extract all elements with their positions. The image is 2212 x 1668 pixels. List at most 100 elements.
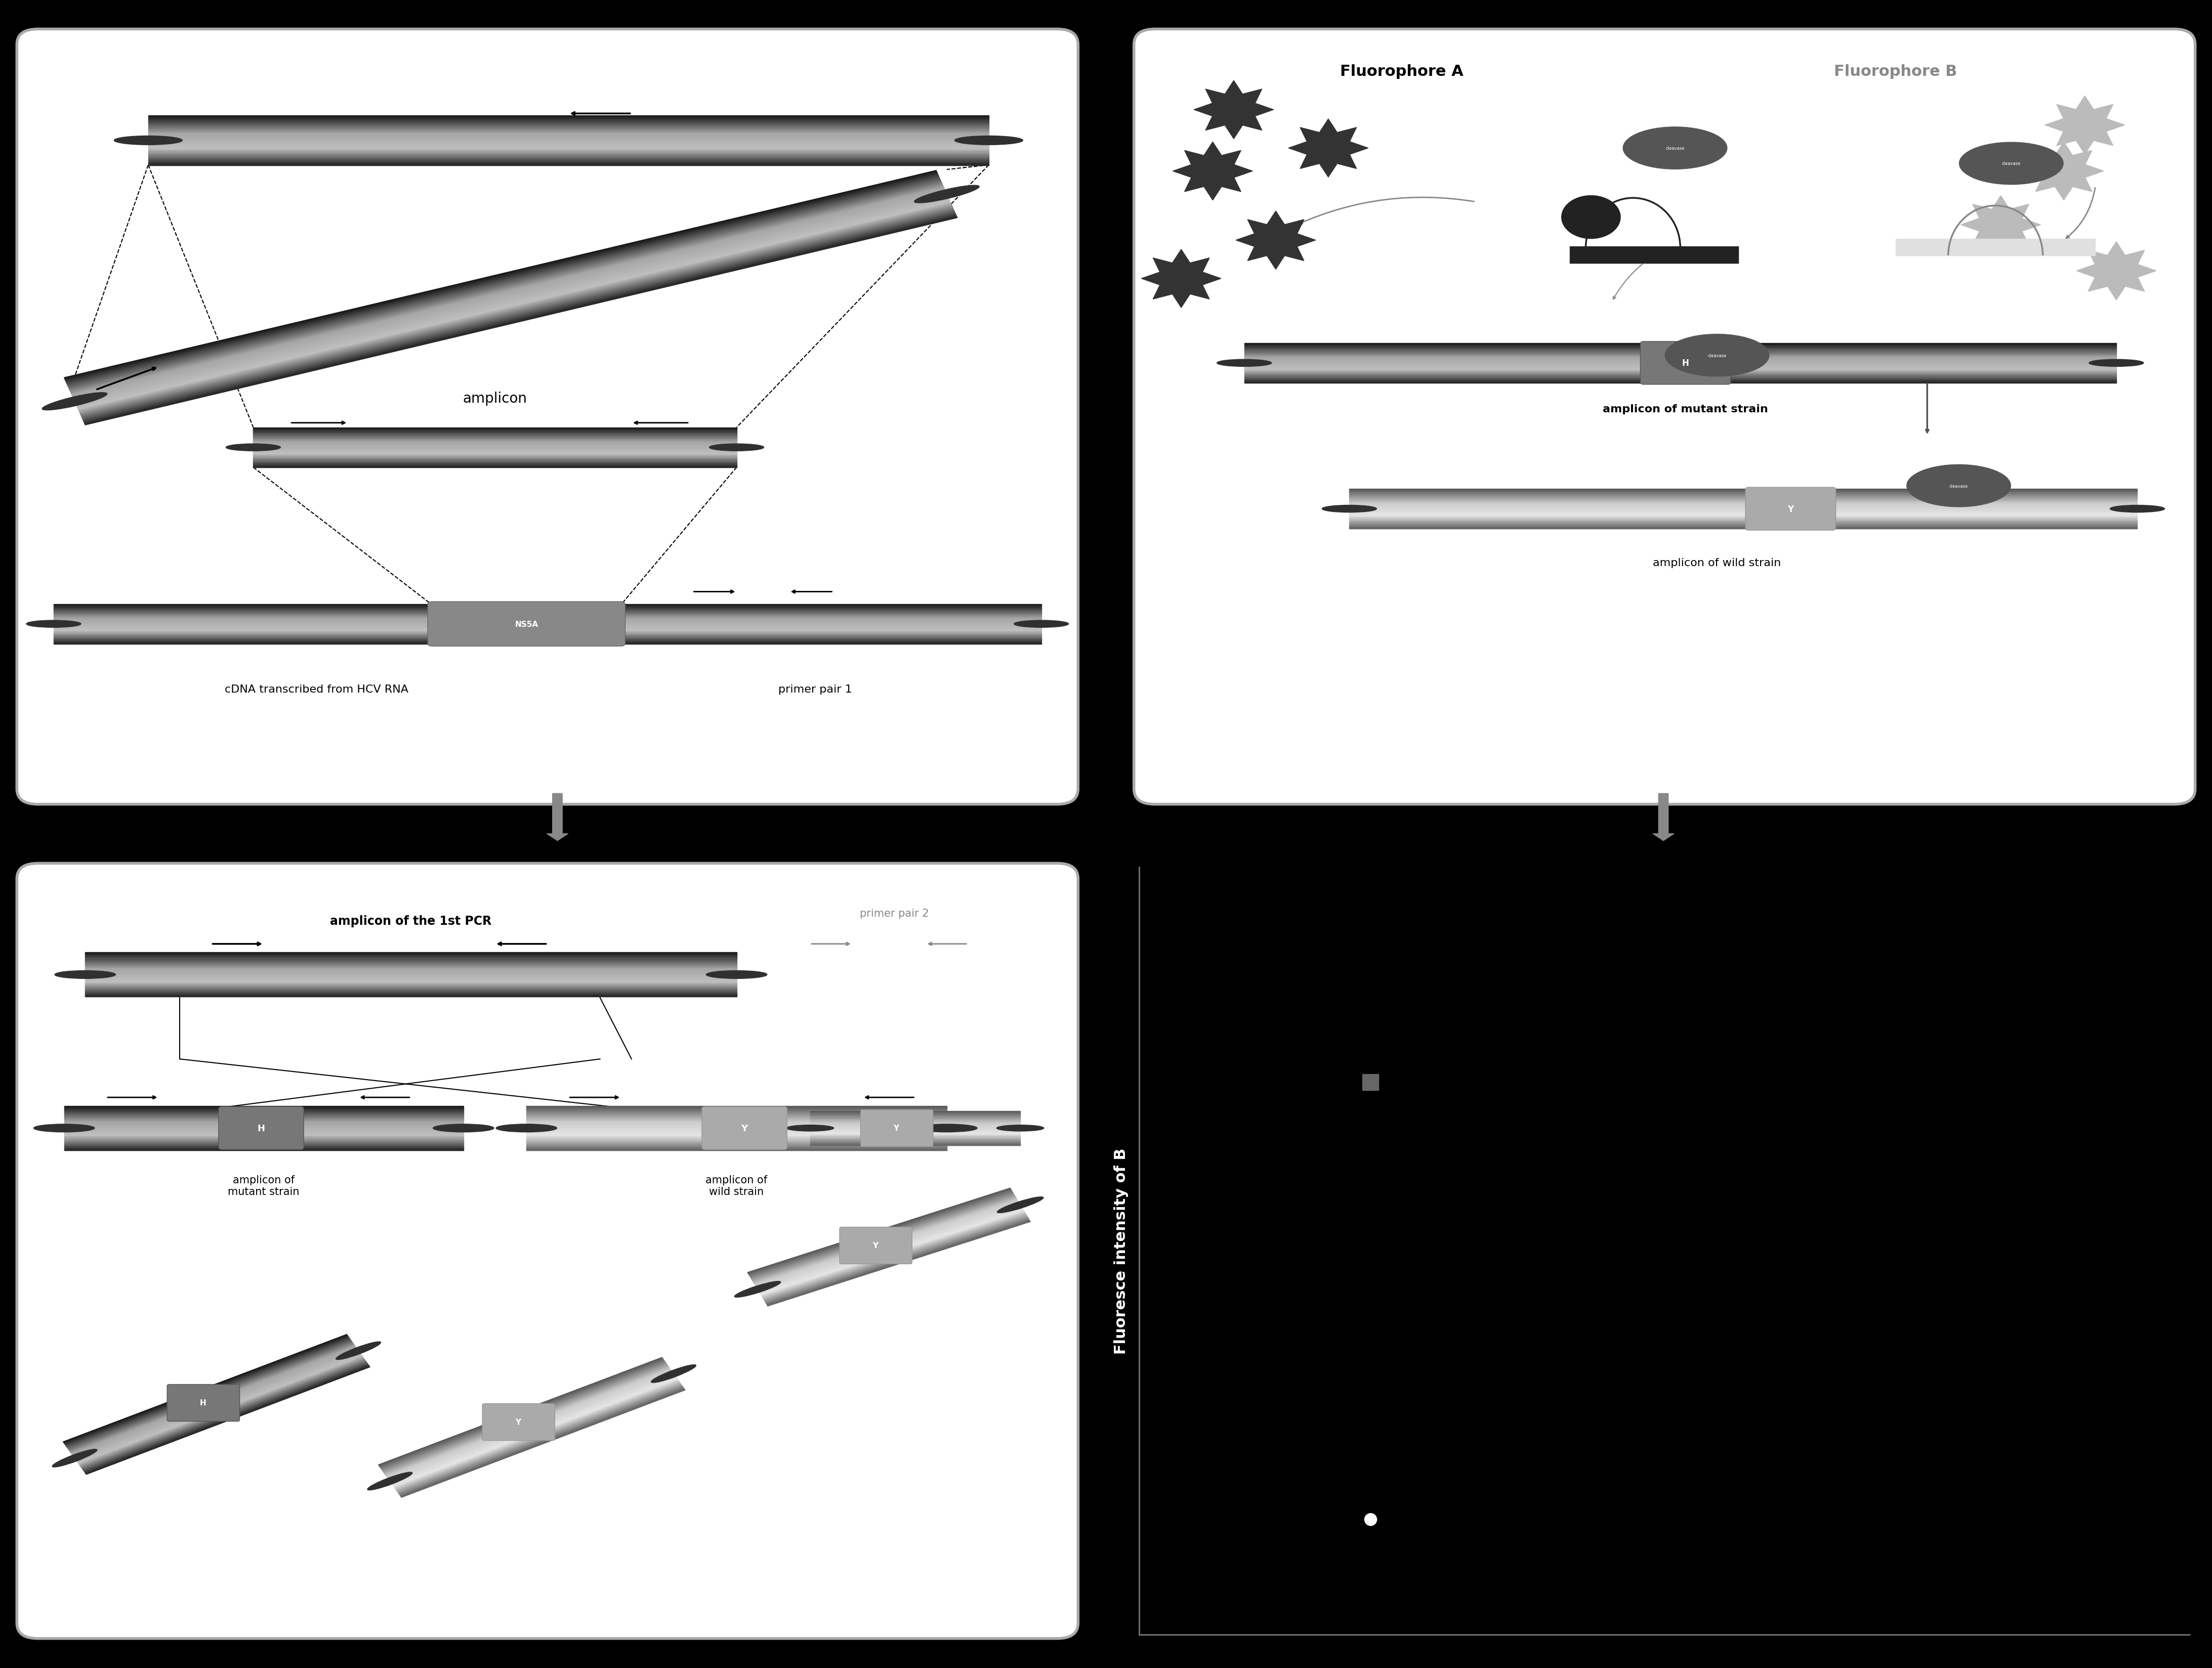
Polygon shape: [66, 177, 940, 385]
Text: Y: Y: [1787, 504, 1794, 514]
Polygon shape: [148, 142, 989, 143]
Polygon shape: [77, 1356, 363, 1465]
Text: H: H: [199, 1399, 206, 1406]
Polygon shape: [66, 173, 938, 384]
Polygon shape: [392, 1376, 677, 1485]
Ellipse shape: [53, 1449, 97, 1468]
Polygon shape: [148, 132, 989, 133]
Polygon shape: [1170, 1658, 1254, 1668]
Polygon shape: [86, 1366, 369, 1475]
Polygon shape: [75, 193, 947, 402]
FancyBboxPatch shape: [841, 1228, 911, 1264]
Polygon shape: [750, 1193, 1013, 1278]
Text: Y: Y: [894, 1124, 898, 1133]
Bar: [1896, 239, 2095, 255]
Polygon shape: [761, 1211, 1024, 1296]
Polygon shape: [80, 203, 951, 412]
Polygon shape: [378, 1358, 664, 1468]
Polygon shape: [73, 188, 945, 397]
Ellipse shape: [787, 1126, 834, 1131]
Ellipse shape: [734, 1281, 781, 1298]
Text: primer pair 2: primer pair 2: [860, 909, 929, 919]
Polygon shape: [148, 130, 989, 132]
Polygon shape: [71, 1346, 356, 1456]
FancyBboxPatch shape: [168, 1384, 239, 1421]
Polygon shape: [383, 1364, 668, 1473]
Polygon shape: [84, 1364, 369, 1473]
Polygon shape: [380, 1359, 664, 1468]
Polygon shape: [383, 1363, 666, 1471]
Ellipse shape: [2110, 505, 2166, 512]
Polygon shape: [148, 148, 989, 150]
Ellipse shape: [914, 185, 980, 203]
Circle shape: [1316, 138, 1340, 158]
Polygon shape: [761, 1211, 1024, 1298]
Ellipse shape: [998, 1126, 1044, 1131]
Y-axis label: Fluoresce intensity of B: Fluoresce intensity of B: [1115, 1148, 1128, 1354]
Polygon shape: [77, 202, 951, 410]
Polygon shape: [148, 147, 989, 148]
Polygon shape: [396, 1381, 679, 1490]
Point: [1354, 1069, 1389, 1096]
FancyBboxPatch shape: [482, 1404, 555, 1441]
Polygon shape: [75, 1353, 361, 1461]
Polygon shape: [148, 152, 989, 153]
Polygon shape: [84, 215, 956, 424]
Polygon shape: [1960, 197, 2042, 254]
Circle shape: [1168, 270, 1194, 289]
Ellipse shape: [1666, 335, 1770, 377]
Circle shape: [2073, 117, 2097, 135]
Polygon shape: [2077, 242, 2157, 300]
Text: cDNA transcribed from HCV RNA: cDNA transcribed from HCV RNA: [223, 684, 409, 694]
Polygon shape: [75, 197, 949, 405]
Ellipse shape: [1013, 620, 1068, 627]
Polygon shape: [77, 198, 949, 407]
Polygon shape: [148, 158, 989, 160]
FancyBboxPatch shape: [219, 1108, 303, 1149]
Text: H: H: [257, 1124, 265, 1133]
Text: amplicon of the 1st PCR: amplicon of the 1st PCR: [330, 916, 491, 927]
Polygon shape: [148, 138, 989, 140]
Ellipse shape: [495, 1124, 557, 1133]
Polygon shape: [1194, 82, 1274, 138]
Polygon shape: [64, 1336, 347, 1444]
Polygon shape: [1024, 1588, 1108, 1650]
Polygon shape: [763, 1213, 1026, 1298]
Polygon shape: [77, 1353, 361, 1463]
Polygon shape: [750, 1194, 1015, 1279]
Polygon shape: [64, 1336, 349, 1444]
Text: cleavase: cleavase: [1949, 484, 1969, 489]
Polygon shape: [148, 117, 989, 120]
Circle shape: [2051, 162, 2077, 180]
Ellipse shape: [115, 137, 181, 145]
Polygon shape: [400, 1389, 686, 1498]
Ellipse shape: [956, 137, 1022, 145]
Polygon shape: [394, 1379, 677, 1488]
Polygon shape: [66, 1338, 349, 1446]
Circle shape: [1989, 215, 2013, 235]
Polygon shape: [82, 1361, 367, 1470]
Polygon shape: [387, 1369, 672, 1478]
Polygon shape: [768, 1221, 1031, 1306]
Polygon shape: [84, 214, 956, 422]
Text: Fluorophore A: Fluorophore A: [1340, 65, 1464, 78]
Text: cleavase: cleavase: [1708, 354, 1725, 359]
Ellipse shape: [367, 1473, 411, 1490]
Text: Y: Y: [515, 1418, 520, 1426]
Polygon shape: [757, 1204, 1020, 1289]
Polygon shape: [80, 1358, 363, 1466]
Polygon shape: [75, 195, 947, 404]
Polygon shape: [400, 1388, 684, 1496]
Text: amplicon: amplicon: [462, 392, 526, 405]
Polygon shape: [759, 1206, 1022, 1291]
Polygon shape: [69, 182, 942, 390]
Text: NS5A: NS5A: [515, 620, 538, 627]
Polygon shape: [66, 1339, 352, 1448]
Polygon shape: [748, 1188, 1011, 1274]
Polygon shape: [84, 217, 958, 425]
Polygon shape: [380, 1363, 666, 1471]
Polygon shape: [80, 207, 953, 415]
Ellipse shape: [706, 971, 768, 979]
Polygon shape: [148, 160, 989, 162]
Polygon shape: [387, 1369, 670, 1478]
